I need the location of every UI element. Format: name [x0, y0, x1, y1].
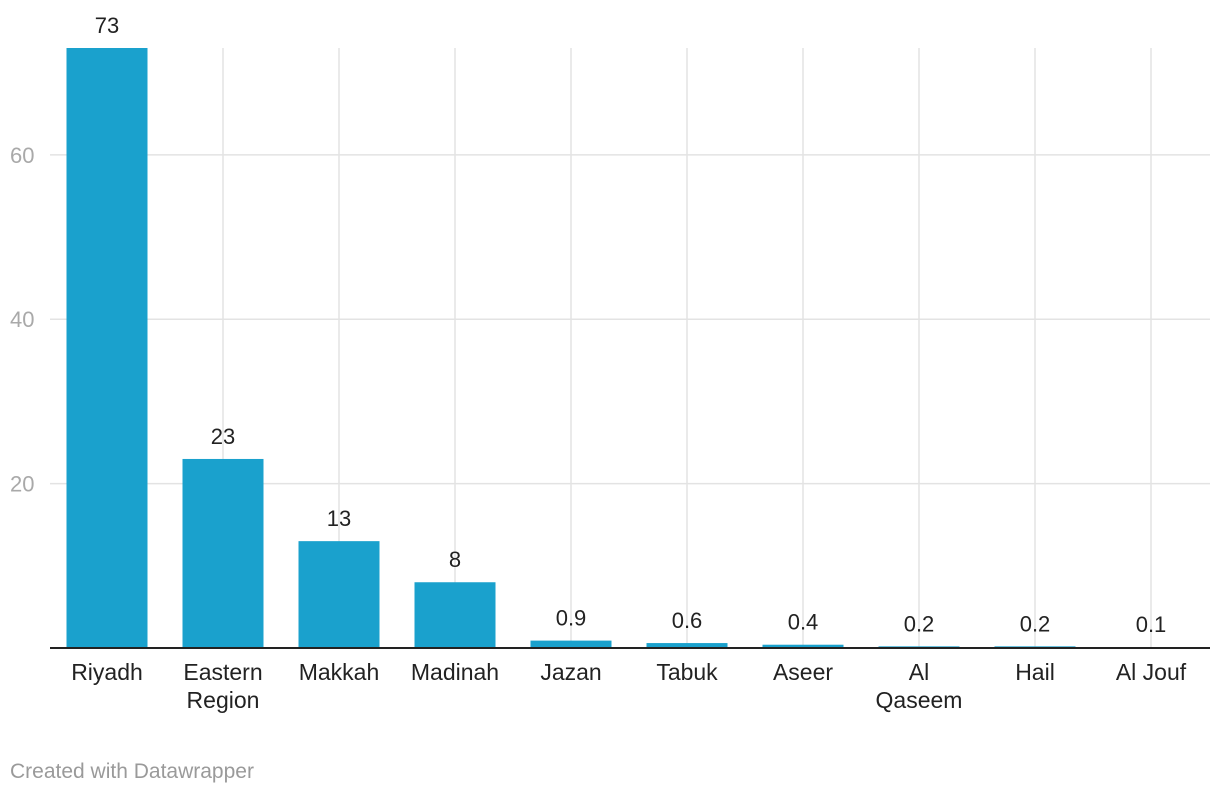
footer-credit: Created with Datawrapper — [10, 760, 254, 783]
x-tick-label: Jazan — [540, 659, 601, 685]
gridlines — [50, 48, 1210, 648]
bar — [762, 644, 844, 648]
bars — [66, 48, 1192, 648]
data-label: 0.9 — [556, 606, 587, 631]
data-label: 0.1 — [1136, 612, 1167, 637]
x-tick-label: Makkah — [299, 659, 380, 685]
bar — [298, 541, 380, 648]
bar — [182, 458, 264, 648]
x-tick-label: Riyadh — [71, 659, 143, 685]
x-tick-label: Aseer — [773, 659, 833, 685]
x-tick-label: Hail — [1015, 659, 1055, 685]
y-tick-label: 60 — [10, 143, 34, 168]
data-label: 0.2 — [1020, 611, 1051, 636]
data-label: 13 — [327, 506, 351, 531]
data-label: 73 — [95, 13, 119, 38]
x-tick-label: Tabuk — [656, 659, 718, 685]
y-tick-label: 40 — [10, 307, 34, 332]
data-label: 0.4 — [788, 610, 819, 635]
bar — [646, 643, 728, 648]
x-tick-label: Al Jouf — [1116, 659, 1187, 685]
data-label: 0.6 — [672, 608, 703, 633]
x-tick-label: Eastern Region — [183, 659, 262, 713]
labels: 20 40 60 73 Riyadh 23 Eastern Region 13 Makkah 8 Ma… — [10, 13, 1187, 713]
x-tick-label: Madinah — [411, 659, 499, 685]
bar — [66, 48, 148, 648]
x-tick-label: Al Qaseem — [876, 659, 963, 713]
bar — [530, 640, 612, 648]
data-label: 8 — [449, 547, 461, 572]
bar — [414, 582, 496, 648]
data-label: 23 — [211, 424, 235, 449]
data-label: 0.2 — [904, 611, 935, 636]
y-tick-label: 20 — [10, 472, 34, 497]
